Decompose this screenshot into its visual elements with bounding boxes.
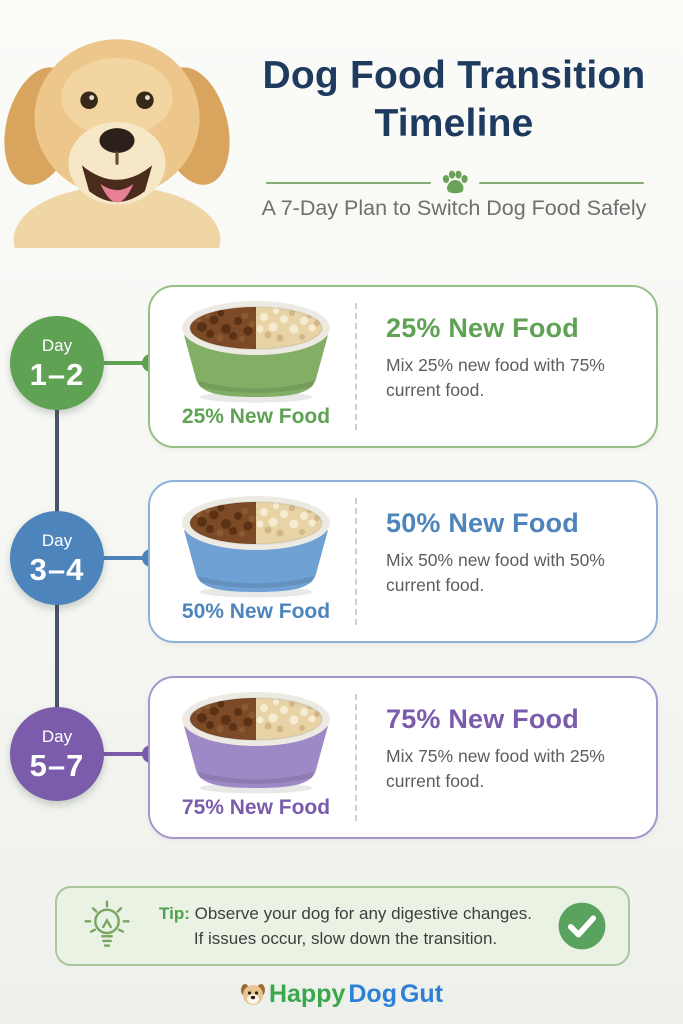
bowl-caption: 75% New Food bbox=[181, 796, 331, 819]
timeline-step-day-3-4: Day 3–4 50% New Food 50% New Food Mix 50… bbox=[0, 480, 683, 650]
step-heading: 25% New Food bbox=[386, 313, 579, 343]
step-card: 50% New Food 50% New Food Mix 50% new fo… bbox=[148, 480, 658, 643]
day-label: Day bbox=[41, 530, 73, 550]
step-card: 75% New Food 75% New Food Mix 75% new fo… bbox=[148, 676, 658, 839]
page-title: Dog Food Transition Timeline bbox=[262, 54, 646, 145]
step-card: 25% New Food 25% New Food Mix 25% new fo… bbox=[148, 285, 658, 448]
brand-happy: Happy bbox=[268, 980, 346, 1008]
brand-gut: Gut bbox=[399, 980, 444, 1008]
tip-line1: Observe your dog for any digestive chang… bbox=[194, 903, 532, 923]
connector-line bbox=[97, 361, 152, 365]
day-range: 5–7 bbox=[29, 747, 85, 783]
step-text: 25% New Food Mix 25% new food with 75% c… bbox=[386, 313, 640, 403]
connector-line bbox=[97, 556, 152, 560]
title-divider bbox=[266, 170, 644, 196]
lightbulb-icon bbox=[79, 898, 135, 954]
day-range: 3–4 bbox=[29, 551, 85, 587]
connector-line bbox=[97, 752, 152, 756]
step-description: Mix 75% new food with 25% current food. bbox=[386, 746, 605, 791]
brand-logo: Happy Dog Gut bbox=[0, 980, 683, 1009]
bowl-caption: 50% New Food bbox=[181, 600, 331, 623]
dog-bowl-icon bbox=[176, 688, 336, 794]
bowl-caption: 25% New Food bbox=[181, 405, 331, 428]
day-label: Day bbox=[41, 335, 73, 355]
step-heading: 75% New Food bbox=[386, 704, 579, 734]
step-description: Mix 25% new food with 75% current food. bbox=[386, 355, 605, 400]
step-text: 50% New Food Mix 50% new food with 50% c… bbox=[386, 508, 640, 598]
step-heading: 50% New Food bbox=[386, 508, 579, 538]
tip-line2: If issues occur, slow down the transitio… bbox=[193, 929, 498, 948]
day-range: 1–2 bbox=[29, 356, 85, 392]
card-divider bbox=[355, 498, 357, 625]
paw-icon bbox=[441, 170, 469, 196]
card-divider bbox=[355, 694, 357, 821]
day-badge: Day 5–7 bbox=[10, 707, 104, 801]
tip-text: Tip: Observe your dog for any digestive … bbox=[135, 901, 556, 952]
dog-photo bbox=[0, 0, 242, 294]
tip-label: Tip: bbox=[159, 903, 190, 923]
tip-box: Tip: Observe your dog for any digestive … bbox=[55, 886, 630, 966]
page-subtitle: A 7-Day Plan to Switch Dog Food Safely bbox=[261, 196, 647, 220]
day-badge: Day 3–4 bbox=[10, 511, 104, 605]
step-text: 75% New Food Mix 75% new food with 25% c… bbox=[386, 704, 640, 794]
timeline-step-day-1-2: Day 1–2 25% New Food 25% New Food Mix 25… bbox=[0, 285, 683, 455]
dog-bowl-icon bbox=[176, 297, 336, 403]
brand-dog: Dog bbox=[348, 980, 397, 1008]
day-badge: Day 1–2 bbox=[10, 316, 104, 410]
card-divider bbox=[355, 303, 357, 430]
checkmark-icon bbox=[556, 900, 608, 952]
day-label: Day bbox=[41, 726, 73, 746]
dog-bowl-icon bbox=[176, 492, 336, 598]
puppy-icon bbox=[240, 982, 266, 1008]
divider-line-left bbox=[266, 182, 431, 184]
divider-line-right bbox=[479, 182, 644, 184]
timeline-step-day-5-7: Day 5–7 75% New Food 75% New Food Mix 75… bbox=[0, 676, 683, 846]
step-description: Mix 50% new food with 50% current food. bbox=[386, 550, 605, 595]
